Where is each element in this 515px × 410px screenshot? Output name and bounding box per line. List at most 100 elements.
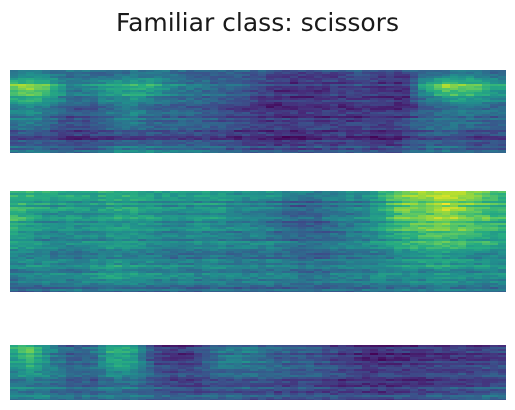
heatmap-cell [386,150,395,153]
heatmap-cell [410,245,419,248]
heatmap-cell [58,76,67,79]
heatmap-cell [178,84,187,87]
heatmap-cell [66,110,75,113]
heatmap-cell [266,72,275,75]
heatmap-cell [106,203,115,206]
heatmap-cell [458,217,467,220]
heatmap-cell [74,199,83,202]
heatmap-cell [386,114,395,117]
heatmap-cell [410,227,419,230]
heatmap-cell [170,100,179,103]
heatmap-cell [378,249,387,252]
heatmap-cell [90,261,99,264]
heatmap-cell [442,122,451,125]
heatmap-cell [426,255,435,258]
heatmap-cell [314,227,323,230]
heatmap-cell [130,142,139,145]
heatmap-cell [418,207,427,210]
heatmap-cell [234,80,243,83]
heatmap-cell [370,108,379,111]
heatmap-cell [322,90,331,93]
heatmap-cell [130,120,139,123]
heatmap-cell [34,140,43,143]
heatmap-cell [178,207,187,210]
heatmap-cell [66,239,75,242]
heatmap-cell [442,265,451,268]
heatmap-cell [226,132,235,135]
heatmap-cell [194,132,203,135]
heatmap-cell [162,90,171,93]
heatmap-cell [250,80,259,83]
heatmap-cell [450,92,459,95]
heatmap-cell [90,191,99,194]
heatmap-cell [402,257,411,260]
heatmap-cell [202,191,211,194]
heatmap-cell [18,86,27,89]
heatmap-cell [378,92,387,95]
heatmap-cell [82,86,91,89]
heatmap-cell [474,98,483,101]
heatmap-cell [402,70,411,73]
heatmap-cell [434,243,443,246]
heatmap-cell [426,78,435,81]
heatmap-cell [114,142,123,145]
heatmap-cell [202,146,211,149]
heatmap-cell [218,255,227,258]
heatmap-cell [66,104,75,107]
heatmap-cell [426,243,435,246]
heatmap-cell [410,136,419,139]
heatmap-cell [194,98,203,101]
heatmap-cell [66,261,75,264]
heatmap-cell [74,245,83,248]
heatmap-cell [330,130,339,133]
heatmap-cell [138,245,147,248]
heatmap-cell [250,128,259,131]
heatmap-cell [402,199,411,202]
heatmap-cell [442,195,451,198]
heatmap-cell [58,197,67,200]
heatmap-cell [154,100,163,103]
heatmap-cell [234,86,243,89]
heatmap-cell [178,146,187,149]
heatmap-cell [346,78,355,81]
heatmap-cell [442,255,451,258]
heatmap-cell [322,142,331,145]
heatmap-cell [50,70,59,73]
heatmap-cell [242,247,251,250]
heatmap-cell [482,263,491,266]
heatmap-cell [210,134,219,137]
heatmap-cell [474,265,483,268]
heatmap-cell [378,247,387,250]
heatmap-cell [362,126,371,129]
heatmap-cell [474,253,483,256]
heatmap-cell [442,92,451,95]
heatmap-cell [490,245,499,248]
heatmap-cell [474,96,483,99]
heatmap-cell [42,130,51,133]
heatmap-cell [482,237,491,240]
heatmap-cell [386,120,395,123]
heatmap-cell [26,90,35,93]
heatmap-cell [290,237,299,240]
heatmap-cell [90,235,99,238]
heatmap-cell [18,142,27,145]
heatmap-cell [210,199,219,202]
heatmap-cell [162,88,171,91]
heatmap-cell [290,245,299,248]
heatmap-cell [418,215,427,218]
heatmap-cell [178,235,187,238]
heatmap-cell [170,203,179,206]
heatmap-cell [242,261,251,264]
heatmap-cell [154,193,163,196]
heatmap-cell [114,265,123,268]
heatmap-cell [450,197,459,200]
heatmap-cell [106,128,115,131]
heatmap-cell [354,229,363,232]
heatmap-cell [178,108,187,111]
heatmap-cell [306,225,315,228]
heatmap-cell [394,144,403,147]
heatmap-cell [386,134,395,137]
heatmap-cell [114,108,123,111]
heatmap-cell [330,126,339,129]
heatmap-cell [362,148,371,151]
